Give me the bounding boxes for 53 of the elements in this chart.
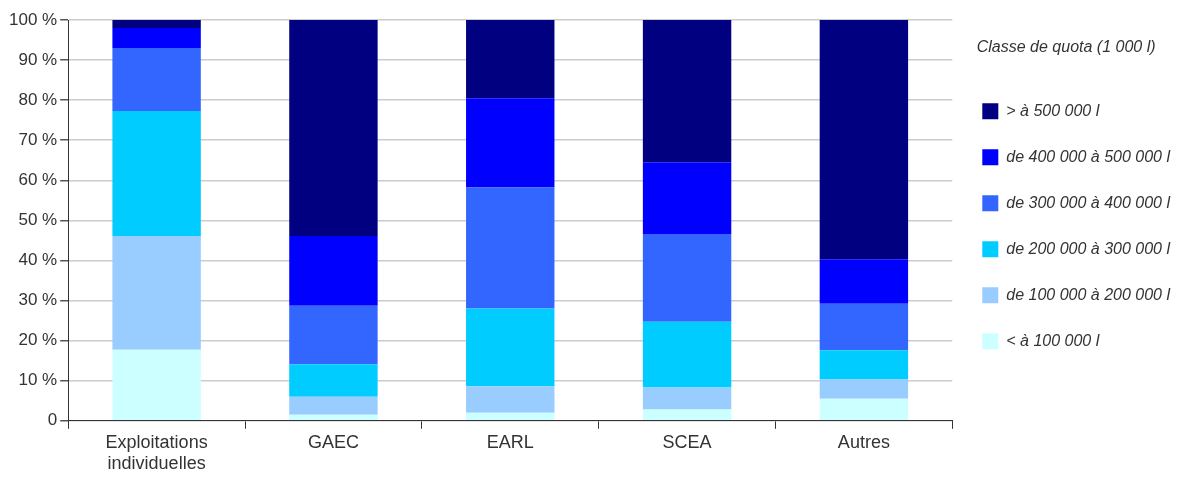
bar — [466, 187, 555, 309]
x-tick-label: GAEC — [307, 431, 359, 452]
bar — [466, 20, 555, 99]
y-tick-label: 40 % — [18, 250, 58, 270]
bar — [112, 20, 201, 29]
bar — [819, 350, 909, 380]
bar — [642, 20, 732, 163]
legend-label: > à 500 000 l — [1006, 101, 1100, 119]
y-tick-label: 30 % — [18, 290, 58, 310]
bar — [642, 387, 732, 410]
x-tick-label: Autres — [837, 431, 890, 452]
legend-label: de 100 000 à 200 000 l — [1006, 285, 1171, 303]
x-tick-label: SCEA — [662, 431, 712, 452]
y-tick-label: 100 % — [9, 9, 58, 29]
y-tick-label: 0 — [47, 410, 58, 430]
y-tick-label: 60 % — [18, 170, 58, 190]
bar — [466, 98, 555, 188]
bar — [112, 28, 201, 49]
bar — [289, 414, 378, 421]
y-tick-label: 50 % — [18, 210, 58, 230]
bar — [642, 321, 732, 388]
bar — [819, 398, 909, 421]
y-tick-label: 80 % — [18, 89, 58, 109]
bar — [289, 396, 378, 415]
bar — [289, 364, 378, 397]
bar — [819, 303, 909, 351]
legend-label: de 200 000 à 300 000 l — [1006, 239, 1171, 257]
bar — [466, 308, 555, 387]
bar — [642, 409, 732, 421]
legend-label: de 300 000 à 400 000 l — [1006, 193, 1171, 211]
bar — [112, 48, 201, 111]
x-tick-label: EARL — [486, 431, 534, 452]
bar — [466, 412, 555, 421]
x-tick-label: Exploitations individuelles — [105, 431, 208, 474]
bar — [819, 20, 909, 260]
y-tick-label: 90 % — [18, 49, 58, 69]
legend-label: de 400 000 à 500 000 l — [1006, 147, 1171, 165]
y-tick-label: 70 % — [18, 129, 58, 149]
bar — [642, 234, 732, 322]
y-tick-label: 20 % — [18, 330, 58, 350]
bar — [642, 162, 732, 235]
bar — [819, 259, 909, 304]
bar — [112, 236, 201, 350]
bar — [466, 386, 555, 413]
bar — [112, 110, 201, 237]
y-tick-label: 10 % — [18, 370, 58, 390]
bar — [289, 305, 378, 365]
bar — [112, 349, 201, 421]
legend-label: < à 100 000 l — [1006, 331, 1100, 349]
bar — [289, 236, 378, 306]
bar — [819, 379, 909, 399]
legend-title: Classe de quota (1 000 l) — [976, 38, 1156, 56]
bar — [289, 20, 378, 237]
